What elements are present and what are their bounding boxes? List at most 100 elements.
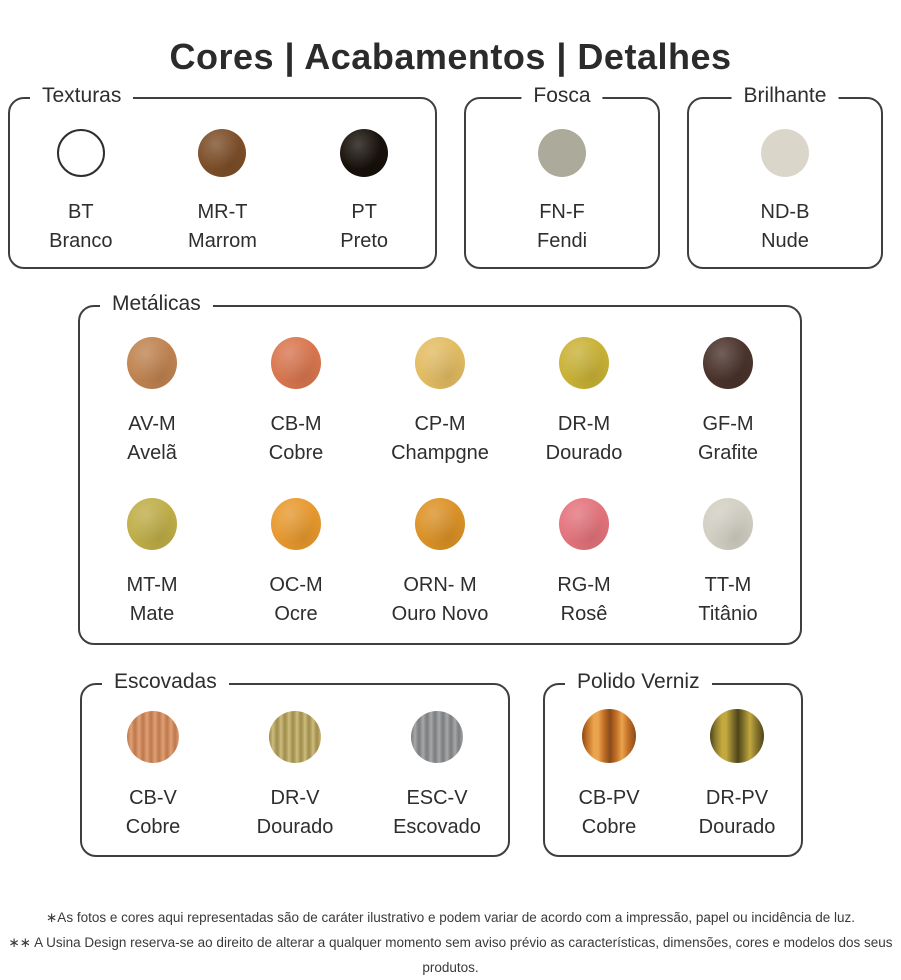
fosca-swatch-list: FN-F Fendi — [466, 99, 658, 267]
escovadas-swatch-list: CB-V Cobre DR-V Dourado ESC-V Escovado — [82, 685, 508, 855]
swatch-code: ND-B — [760, 201, 810, 223]
swatch-name: Ocre — [274, 603, 318, 625]
swatch-name: Branco — [49, 230, 113, 252]
swatch-code: TT-M — [704, 574, 752, 596]
swatch-name: Dourado — [256, 816, 334, 838]
swatch-name: Escovado — [393, 816, 481, 838]
section-escovadas: Escovadas CB-V Cobre DR-V Dourado ESC-V Escov… — [80, 670, 510, 857]
color-swatch-circle — [558, 498, 609, 550]
swatch-code: CB-V — [129, 787, 177, 809]
section-texturas: Texturas BT Branco MR-T Marrom PT Preto — [8, 84, 437, 269]
texturas-swatch-list: BT Branco MR-T Marrom PT Preto — [10, 99, 435, 267]
brilhante-swatch-list: ND-B Nude — [689, 99, 881, 267]
swatch-name: Ouro Novo — [391, 603, 489, 625]
swatch-code: RG-M — [557, 574, 611, 596]
swatch-DR-PV: DR-PV Dourado — [698, 709, 776, 840]
swatch-code: DR-M — [557, 413, 611, 435]
page-title: Cores | Acabamentos | Detalhes — [169, 36, 732, 78]
swatch-DR-V: DR-V Dourado — [256, 711, 334, 840]
swatch-DR-M: DR-M Dourado — [545, 337, 623, 466]
swatch-CP-M: CP-M Champgne — [391, 337, 489, 466]
color-swatch-circle — [270, 337, 321, 389]
swatch-code: CB-PV — [578, 787, 640, 809]
color-swatch-circle — [270, 498, 321, 550]
swatch-CB-V: CB-V Cobre — [126, 711, 180, 840]
section-escovadas-label: Escovadas — [102, 670, 229, 694]
swatch-code: ESC-V — [406, 787, 468, 809]
swatch-GF-M: GF-M Grafite — [698, 337, 758, 466]
footer-line-1: ∗As fotos e cores aqui representadas são… — [46, 910, 855, 925]
color-swatch-circle — [559, 337, 609, 389]
color-swatch-circle — [198, 129, 247, 177]
color-swatch-circle — [126, 711, 179, 763]
swatch-name: Grafite — [697, 442, 759, 464]
section-polido-verniz-label: Polido Verniz — [565, 670, 712, 694]
swatch-FN-F: FN-F Fendi — [537, 129, 587, 254]
swatch-code: CB-M — [270, 413, 322, 435]
section-brilhante-label: Brilhante — [731, 84, 839, 108]
swatch-TT-M: TT-M Titânio — [698, 498, 758, 627]
swatch-name: Dourado — [698, 816, 776, 838]
swatch-MT-M: MT-M Mate — [126, 498, 178, 627]
section-polido-verniz: Polido Verniz CB-PV Cobre DR-PV Dourado — [543, 670, 803, 857]
section-texturas-label: Texturas — [30, 84, 134, 108]
swatch-name: Fendi — [536, 230, 588, 252]
color-swatch-circle — [340, 129, 389, 177]
swatch-MR-T: MR-T Marrom — [188, 129, 257, 254]
swatch-name: Rosê — [560, 603, 608, 625]
swatch-OC-M: OC-M Ocre — [269, 498, 323, 627]
color-swatch-circle — [538, 129, 586, 177]
swatch-name: Cobre — [125, 816, 181, 838]
swatch-name: Preto — [340, 230, 389, 252]
swatch-CB-M: CB-M Cobre — [269, 337, 323, 466]
swatch-name: Titânio — [698, 603, 758, 625]
polido-verniz-swatch-list: CB-PV Cobre DR-PV Dourado — [545, 685, 801, 855]
swatch-code: CP-M — [414, 413, 466, 435]
color-swatch-circle — [703, 337, 753, 389]
swatch-name: Marrom — [188, 230, 257, 252]
swatch-ND-B: ND-B Nude — [760, 129, 810, 254]
section-brilhante: Brilhante ND-B Nude — [687, 84, 883, 269]
swatch-ESC-V: ESC-V Escovado — [393, 711, 481, 840]
color-swatch-circle — [760, 129, 809, 177]
swatch-name: Nude — [761, 230, 809, 252]
swatch-code: MT-M — [126, 574, 178, 596]
swatch-BT: BT Branco — [49, 129, 113, 254]
swatch-name: Champgne — [391, 442, 489, 464]
color-swatch-circle — [127, 337, 177, 389]
swatch-ORN-M: ORN- M Ouro Novo — [391, 498, 489, 627]
color-swatch-circle — [269, 711, 321, 763]
swatch-code: ORN- M — [403, 574, 477, 596]
swatch-RG-M: RG-M Rosê — [557, 498, 611, 627]
swatch-name: Avelã — [127, 442, 177, 464]
swatch-name: Cobre — [581, 816, 637, 838]
swatch-code: OC-M — [269, 574, 323, 596]
swatch-CB-PV: CB-PV Cobre — [578, 709, 640, 840]
metalicas-swatch-list: AV-M Avelã CB-M Cobre CP-M Champgne DR-M Dourad… — [80, 307, 800, 643]
swatch-code: MR-T — [197, 201, 248, 223]
swatch-code: DR-PV — [705, 787, 769, 809]
swatch-name: Cobre — [268, 442, 324, 464]
color-swatch-circle — [415, 498, 465, 550]
color-swatch-circle — [710, 709, 764, 763]
footer-line-2: ∗∗ A Usina Design reserva-se ao direito … — [8, 935, 893, 975]
color-swatch-circle — [411, 711, 463, 763]
section-fosca: Fosca FN-F Fendi — [464, 84, 660, 269]
color-swatch-circle — [582, 709, 636, 763]
swatch-code: DR-V — [270, 787, 320, 809]
section-metalicas-label: Metálicas — [100, 292, 213, 316]
swatch-code: GF-M — [702, 413, 754, 435]
swatch-code: PT — [351, 201, 377, 223]
color-swatch-circle — [415, 337, 465, 389]
swatch-code: AV-M — [128, 413, 176, 435]
section-fosca-label: Fosca — [521, 84, 603, 108]
swatch-name: Mate — [129, 603, 175, 625]
swatch-code: BT — [68, 201, 94, 223]
swatch-PT: PT Preto — [340, 129, 389, 254]
swatch-AV-M: AV-M Avelã — [127, 337, 177, 466]
footer-disclaimer: ∗As fotos e cores aqui representadas são… — [0, 905, 901, 980]
color-swatch-circle — [702, 498, 753, 550]
color-swatch-circle — [56, 129, 105, 177]
swatch-name: Dourado — [545, 442, 623, 464]
